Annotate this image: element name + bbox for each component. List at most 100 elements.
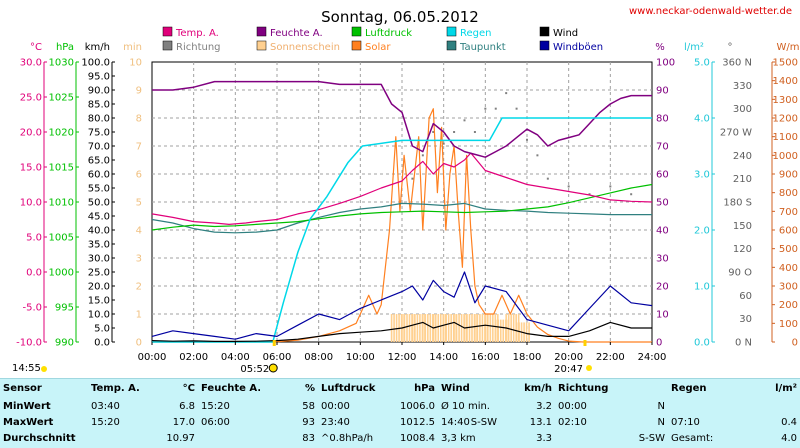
x-axis-tick-label: 24:00 — [638, 352, 667, 363]
day-length-label: 14:55 — [12, 363, 41, 374]
axis-tick-rain: 2.0 — [694, 226, 710, 237]
sunset-label: 20:47 — [554, 364, 583, 375]
stats-feuchte-unit: % — [304, 383, 315, 394]
stats-min-wind-time: Ø 10 min. — [441, 401, 490, 412]
stats-row-max: MaxWert 15:20 17.0 06:00 93 23:40 1012.5… — [0, 415, 800, 431]
stats-avg-temp-value: 10.97 — [166, 433, 195, 444]
stats-spacer — [613, 379, 668, 399]
legend-swatch-sonnenschein — [256, 40, 267, 51]
series-line-wind — [151, 321, 652, 342]
statistics-table: Sensor Temp. A. °C Feuchte A. % Luftdruc… — [0, 379, 800, 447]
axis-tick-solar: 1500 — [773, 58, 798, 69]
stats-wind-header: Wind — [441, 383, 470, 394]
legend-label-richtung: Richtung — [176, 42, 221, 53]
axis-tick-humidity: 70 — [656, 142, 669, 153]
legend-swatch-regen — [446, 26, 457, 37]
axis-tick-direction: 60 — [739, 291, 752, 302]
axis-tick-temp: 15.0 — [20, 163, 42, 174]
series-richtung-dot — [505, 92, 508, 95]
axis-tick-solar: 700 — [779, 207, 798, 218]
axis-tick-temp: 5.0 — [26, 233, 42, 244]
series-line-luftdruck — [151, 183, 653, 231]
axis-unit-direction: ° — [728, 42, 733, 53]
axis-tick-direction: 30 — [739, 314, 752, 325]
axis-tick-direction: 210 — [733, 174, 752, 185]
stats-druck-header: Luftdruck — [321, 383, 376, 394]
axis-tick-rain: 4.0 — [694, 114, 710, 125]
axis-tick-sunshine: 8 — [136, 114, 142, 125]
axis-tick-pressure: 1020 — [49, 128, 74, 139]
axis-unit-humidity: % — [655, 42, 665, 53]
axis-tick-humidity: 80 — [656, 114, 669, 125]
axis-tick-temp: -10.0 — [16, 338, 42, 349]
axis-tick-pressure: 1030 — [49, 58, 74, 69]
axis-tick-direction: 120 — [733, 244, 752, 255]
stats-max-feuchte-time: 06:00 — [201, 417, 230, 428]
axis-tick-wind: 30.0 — [88, 254, 110, 265]
stats-min-wind-value: 3.2 — [536, 401, 552, 412]
series-richtung-dot — [515, 107, 518, 110]
series-richtung-dot — [609, 185, 612, 188]
stats-max-regen-value: 0.4 — [781, 417, 797, 428]
axis-tick-wind: 5.0 — [94, 324, 110, 335]
series-line-feuchte — [152, 80, 652, 158]
x-axis-tick-label: 20:00 — [554, 352, 583, 363]
axis-tick-solar: 100 — [779, 319, 798, 330]
axis-tick-wind: 25.0 — [88, 268, 110, 279]
day-length-sun-icon — [41, 366, 47, 372]
x-axis-tick-label: 14:00 — [429, 352, 458, 363]
axis-tick-pressure: 1000 — [49, 268, 74, 279]
axis-tick-temp: -5.0 — [22, 303, 42, 314]
stats-avg-wind-value: 3.3 — [536, 433, 552, 444]
axis-tick-sunshine: 3 — [136, 254, 142, 265]
stats-temp-header: Temp. A. — [91, 383, 140, 394]
axis-tick-humidity: 0 — [656, 338, 662, 349]
axis-tick-temp: 20.0 — [20, 128, 42, 139]
axis-tick-solar: 1200 — [773, 114, 798, 125]
chart-title: Sonntag, 06.05.2012 — [321, 8, 479, 26]
axis-tick-direction: 270 W — [720, 128, 752, 139]
legend-label-temp: Temp. A. — [175, 28, 219, 39]
axis-tick-humidity: 50 — [656, 198, 669, 209]
axis-tick-temp: 0.0 — [26, 268, 42, 279]
axis-tick-humidity: 10 — [656, 310, 669, 321]
stats-avg-feuchte-value: 83 — [302, 433, 315, 444]
axis-tick-direction: 300 — [733, 104, 752, 115]
stats-wind-unit: km/h — [524, 383, 552, 394]
stats-min-druck-value: 1006.0 — [400, 401, 435, 412]
axis-tick-sunshine: 4 — [136, 226, 142, 237]
axis-tick-solar: 1300 — [773, 95, 798, 106]
axis-tick-rain: 3.0 — [694, 170, 710, 181]
legend-label-wind: Wind — [553, 28, 578, 39]
axis-tick-solar: 1000 — [773, 151, 798, 162]
legend-swatch-luftdruck — [351, 26, 362, 37]
stats-max-wind-direction: S-SW — [470, 417, 497, 428]
axes: °C30.025.020.015.010.05.00.0-5.0-10.0hPa… — [16, 42, 800, 349]
axis-tick-pressure: 1025 — [49, 93, 74, 104]
stats-min-temp-time: 03:40 — [91, 401, 120, 412]
x-axis-tick-label: 02:00 — [179, 352, 208, 363]
stats-min-richtung-value: N — [657, 401, 665, 412]
website-link[interactable]: www.neckar-odenwald-wetter.de — [629, 6, 792, 17]
sunrise-marker — [272, 340, 276, 346]
stats-max-temp-time: 15:20 — [91, 417, 120, 428]
axis-tick-direction: 360 N — [722, 58, 752, 69]
stats-druck-unit: hPa — [414, 383, 435, 394]
axis-tick-direction: 150 — [733, 221, 752, 232]
series-richtung-dot — [411, 177, 414, 180]
axis-tick-wind: 70.0 — [88, 142, 110, 153]
series-richtung-dot — [526, 138, 528, 141]
legend-label-sonnenschein: Sonnenschein — [270, 42, 340, 53]
series-line-solar — [152, 108, 652, 343]
series-richtung-dot — [442, 142, 445, 145]
stats-header-row: Sensor Temp. A. °C Feuchte A. % Luftdruc… — [0, 379, 800, 399]
axis-tick-pressure: 1005 — [49, 233, 74, 244]
axis-tick-pressure: 995 — [55, 303, 74, 314]
axis-tick-sunshine: 1 — [136, 310, 142, 321]
axis-tick-wind: 45.0 — [88, 212, 110, 223]
stats-min-temp-value: 6.8 — [179, 401, 195, 412]
stats-max-druck-value: 1012.5 — [400, 417, 435, 428]
axis-tick-wind: 20.0 — [88, 282, 110, 293]
legend-label-solar: Solar — [365, 42, 391, 53]
x-axis-tick-label: 18:00 — [513, 352, 542, 363]
